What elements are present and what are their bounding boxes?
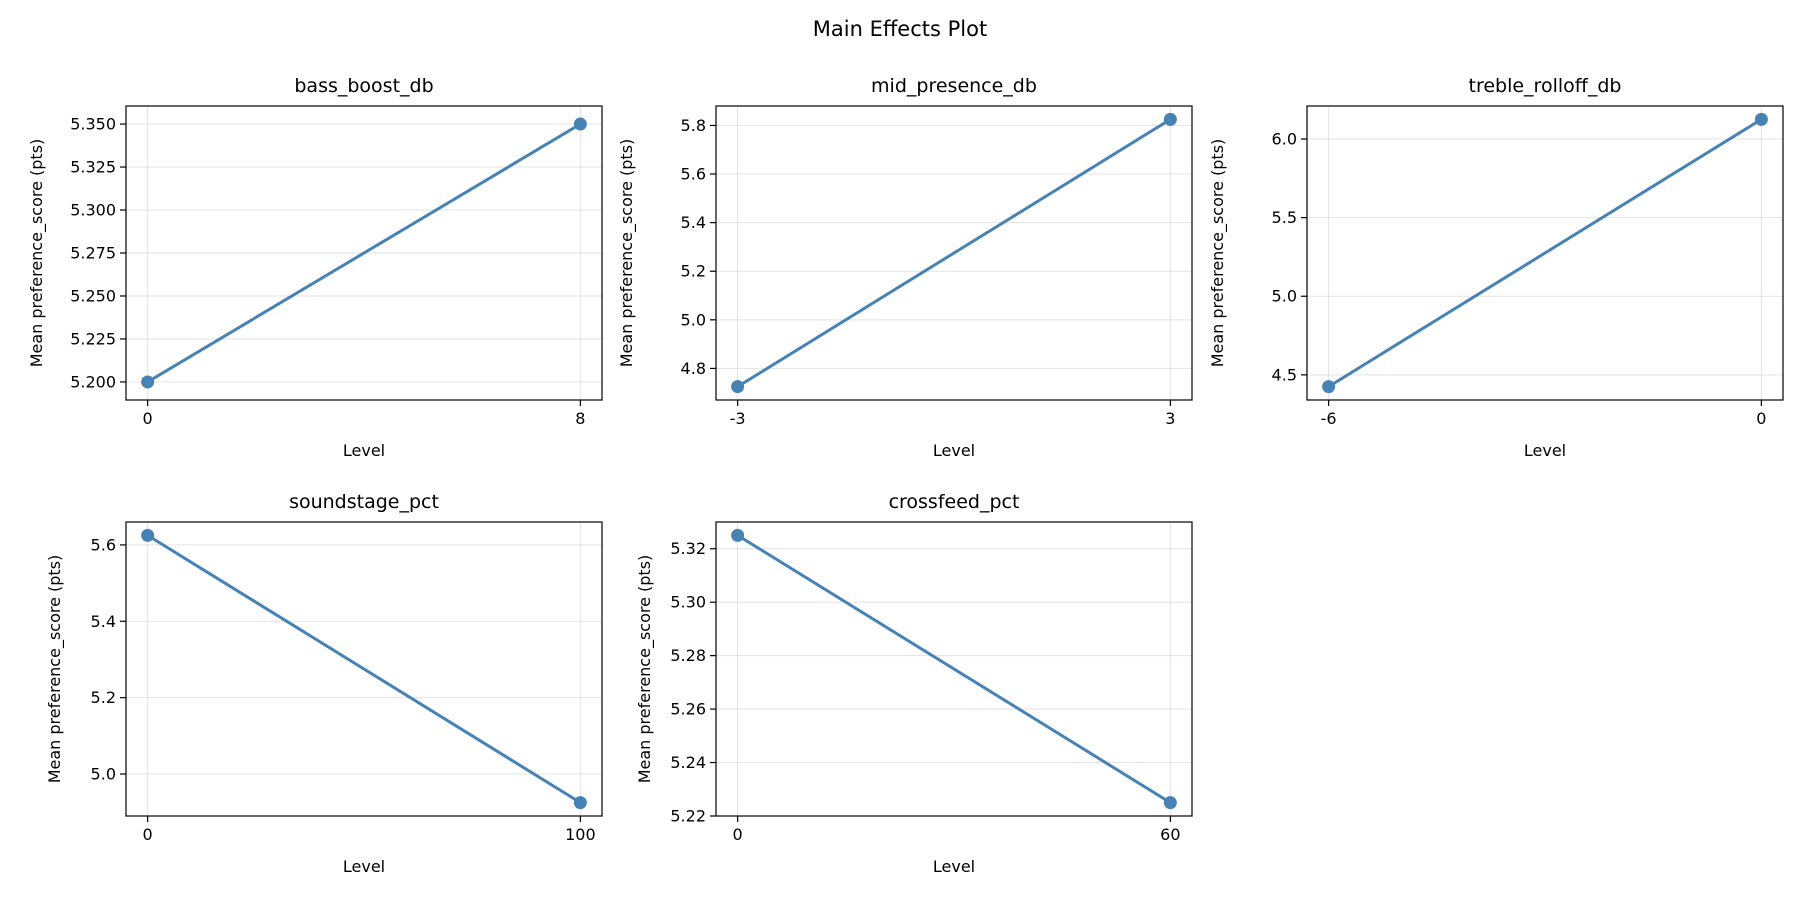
y-tick-label: 4.5 <box>1272 365 1297 384</box>
y-axis-label: Mean preference_score (pts) <box>617 139 637 368</box>
x-tick-label: 0 <box>143 825 153 844</box>
axes-frame <box>125 521 603 817</box>
data-point <box>1754 112 1768 126</box>
y-tick-label: 5.300 <box>70 201 116 220</box>
subplot-soundstage-pct: 5.0 5.2 5.4 5.6 0 100 soundstage_pct Level Mean … <box>45 491 603 876</box>
subplot-mid-presence-db: 4.8 5.0 5.2 5.4 5.6 5.8 -3 3 mid_presence_db Leve… <box>617 75 1193 460</box>
y-tick-label: 5.6 <box>681 165 706 184</box>
subplot-bass-boost-db: 5.200 5.225 5.250 5.275 5.300 5.325 5.350 0 8 bas… <box>27 75 603 460</box>
y-tick-label: 5.4 <box>91 612 116 631</box>
x-axis-label: Level <box>933 857 975 876</box>
x-tick-label: -6 <box>1321 409 1337 428</box>
x-tick-label: 100 <box>565 825 596 844</box>
y-tick-label: 5.30 <box>670 593 706 612</box>
data-point <box>573 117 587 131</box>
x-tick-label: -3 <box>730 409 746 428</box>
subplot-title: treble_rolloff_db <box>1469 75 1622 97</box>
axes-frame <box>125 105 603 401</box>
series-line <box>1327 118 1763 388</box>
x-tick-label: 0 <box>1756 409 1766 428</box>
y-tick-label: 5.2 <box>681 262 706 281</box>
y-tick-label: 5.0 <box>681 310 706 329</box>
y-axis-label: Mean preference_score (pts) <box>45 555 65 784</box>
y-tick-label: 5.6 <box>91 535 116 554</box>
x-axis-label: Level <box>343 441 385 460</box>
subplot-title: bass_boost_db <box>294 75 433 97</box>
x-axis-label: Level <box>933 441 975 460</box>
y-tick-label: 5.32 <box>670 539 706 558</box>
series-line <box>736 118 1172 388</box>
figure-title: Main Effects Plot <box>813 17 987 41</box>
series-line <box>146 122 582 384</box>
y-tick-label: 5.22 <box>670 807 706 826</box>
y-tick-label: 5.225 <box>70 329 116 348</box>
data-point <box>1322 380 1336 394</box>
x-axis-label: Level <box>343 857 385 876</box>
y-tick-label: 5.0 <box>1272 287 1297 306</box>
y-tick-label: 5.325 <box>70 158 116 177</box>
y-tick-label: 6.0 <box>1272 130 1297 149</box>
y-tick-label: 5.350 <box>70 115 116 134</box>
y-tick-label: 4.8 <box>681 359 706 378</box>
x-tick-label: 60 <box>1160 825 1180 844</box>
subplot-title: soundstage_pct <box>289 491 439 513</box>
series-line <box>146 534 582 804</box>
axes-frame <box>715 521 1193 817</box>
x-tick-label: 0 <box>143 409 153 428</box>
data-point <box>573 796 587 810</box>
data-point <box>141 375 155 389</box>
series-line <box>736 534 1172 804</box>
subplot-treble-rolloff-db: 4.5 5.0 5.5 6.0 -6 0 treble_rolloff_db Level Mea… <box>1208 75 1784 460</box>
y-tick-label: 5.200 <box>70 372 116 391</box>
x-tick-label: 0 <box>733 825 743 844</box>
subplot-crossfeed-pct: 5.22 5.24 5.26 5.28 5.30 5.32 0 60 crossfeed_pct… <box>635 491 1193 876</box>
y-tick-label: 5.8 <box>681 116 706 135</box>
x-axis-label: Level <box>1524 441 1566 460</box>
data-point <box>1163 796 1177 810</box>
y-axis-label: Mean preference_score (pts) <box>27 139 47 368</box>
y-axis-label: Mean preference_score (pts) <box>635 555 655 784</box>
y-axis-label: Mean preference_score (pts) <box>1208 139 1228 368</box>
data-point <box>141 528 155 542</box>
data-point <box>731 528 745 542</box>
axes-frame <box>1306 105 1784 401</box>
y-tick-label: 5.28 <box>670 646 706 665</box>
y-tick-label: 5.250 <box>70 286 116 305</box>
y-tick-label: 5.26 <box>670 700 706 719</box>
axes-frame <box>715 105 1193 401</box>
y-tick-label: 5.0 <box>91 765 116 784</box>
y-tick-label: 5.275 <box>70 244 116 263</box>
y-tick-label: 5.4 <box>681 213 706 232</box>
subplot-title: crossfeed_pct <box>889 491 1020 513</box>
data-point <box>1163 112 1177 126</box>
y-tick-label: 5.5 <box>1272 208 1297 227</box>
x-tick-label: 3 <box>1165 409 1175 428</box>
subplot-title: mid_presence_db <box>871 75 1037 97</box>
y-tick-label: 5.24 <box>670 753 706 772</box>
x-tick-label: 8 <box>575 409 585 428</box>
data-point <box>731 380 745 394</box>
y-tick-label: 5.2 <box>91 688 116 707</box>
